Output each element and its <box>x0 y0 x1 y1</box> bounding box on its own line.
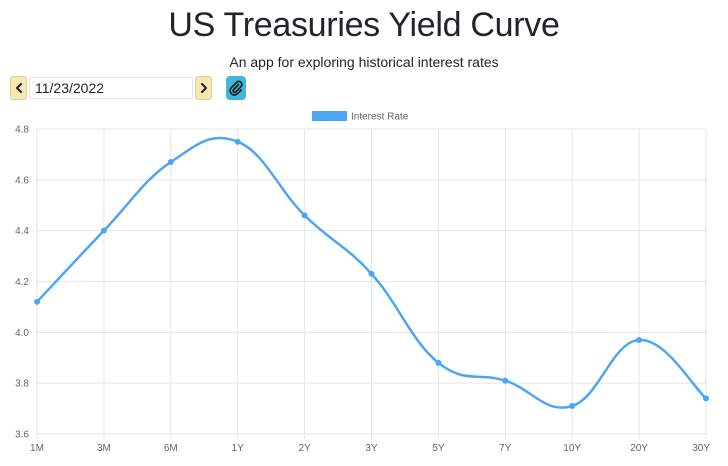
x-tick-label: 2Y <box>298 443 311 454</box>
data-point <box>368 270 375 277</box>
page-subtitle: An app for exploring historical interest… <box>229 54 499 70</box>
x-tick-label: 5Y <box>432 443 445 454</box>
attach-button[interactable] <box>226 76 246 100</box>
legend-label: Interest Rate <box>351 112 409 123</box>
y-tick-label: 3.6 <box>15 430 29 441</box>
x-tick-label: 30Y <box>692 443 710 454</box>
data-point <box>636 336 643 343</box>
next-date-button[interactable] <box>195 76 212 100</box>
y-tick-label: 3.8 <box>15 379 29 390</box>
y-tick-label: 4.6 <box>15 175 29 186</box>
yield-curve-chart: Interest Rate 3.6 3.8 4.0 4.2 4.4 4.6 4.8 1M 3M… <box>15 111 710 454</box>
x-tick-label: 10Y <box>563 443 581 454</box>
x-tick-label: 1Y <box>232 443 245 454</box>
data-point <box>301 212 308 219</box>
paperclip-icon <box>229 80 243 96</box>
data-point <box>435 359 442 366</box>
prev-date-button[interactable] <box>10 76 27 100</box>
x-tick-label: 7Y <box>499 443 512 454</box>
data-point <box>167 159 174 166</box>
x-tick-label: 20Y <box>630 443 648 454</box>
date-input[interactable] <box>29 77 193 99</box>
page-title: US Treasuries Yield Curve <box>168 6 560 44</box>
chevron-left-icon <box>15 83 22 93</box>
x-tick-label: 3M <box>97 443 111 454</box>
legend-swatch <box>312 111 347 121</box>
chart-legend: Interest Rate <box>312 111 409 123</box>
data-point <box>234 138 241 145</box>
chevron-right-icon <box>200 83 207 93</box>
y-tick-label: 4.4 <box>15 226 29 237</box>
data-point <box>34 298 40 305</box>
x-tick-label: 1M <box>30 443 44 454</box>
data-point <box>502 377 509 384</box>
y-tick-label: 4.2 <box>15 277 29 288</box>
data-points <box>34 138 709 410</box>
date-controls <box>10 76 212 100</box>
chart-grid <box>36 128 707 439</box>
y-axis-ticks: 3.6 3.8 4.0 4.2 4.4 4.6 4.8 <box>15 125 29 441</box>
x-tick-label: 6M <box>164 443 178 454</box>
x-axis-ticks: 1M 3M 6M 1Y 2Y 3Y 5Y 7Y 10Y 20Y 30Y <box>30 443 710 454</box>
y-tick-label: 4.8 <box>15 125 29 136</box>
data-point <box>569 403 576 410</box>
x-tick-label: 3Y <box>365 443 378 454</box>
data-point <box>100 227 107 234</box>
data-point <box>703 395 709 402</box>
y-tick-label: 4.0 <box>15 328 29 339</box>
